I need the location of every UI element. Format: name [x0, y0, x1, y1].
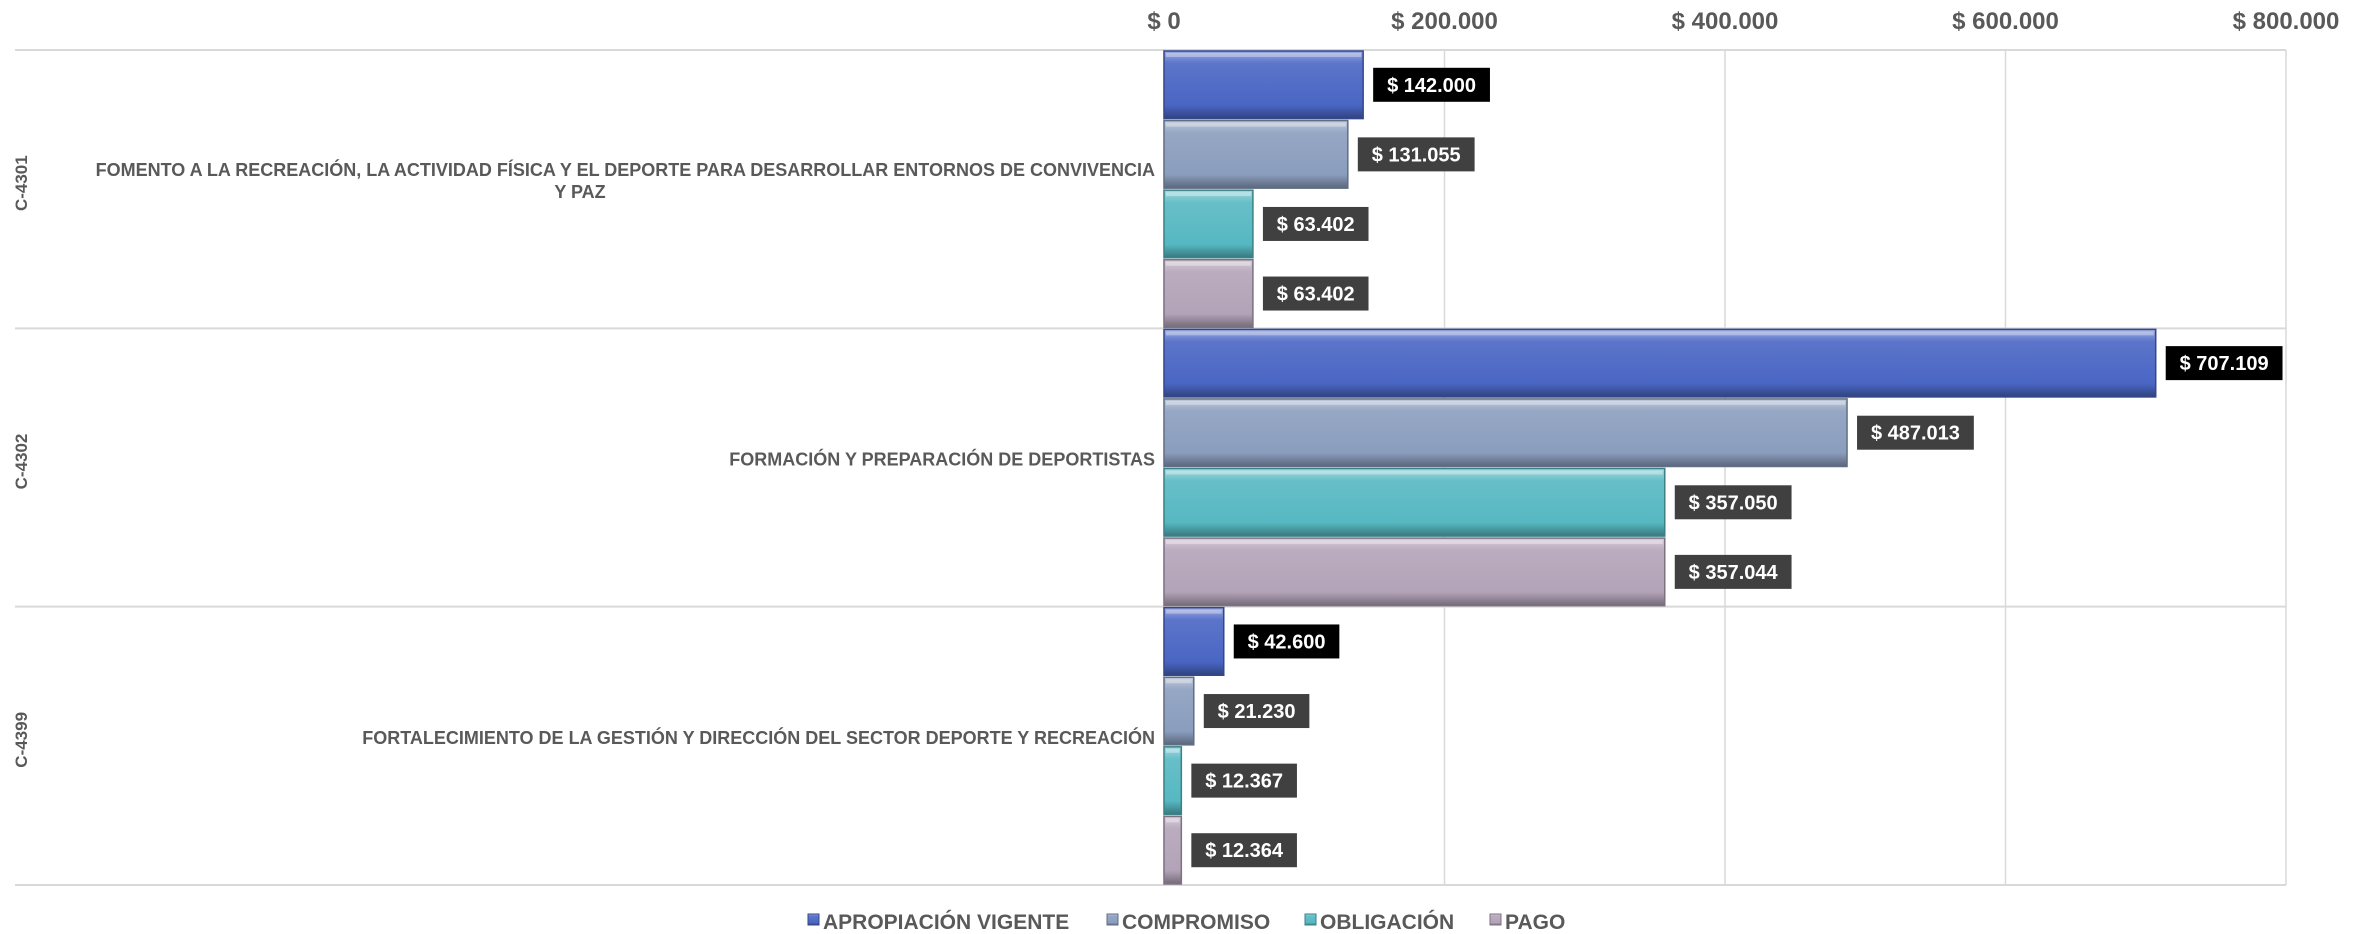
data-labels: $ 142.000 $ 131.055 $ 63.402 $ 63.402 $ 707.… — [1191, 67, 2283, 868]
x-tick-label: $ 800.000 — [2233, 8, 2340, 35]
data-label-background — [1857, 415, 1974, 450]
data-label-background — [1674, 554, 1792, 589]
data-label-background — [1233, 624, 1340, 659]
data-label-background — [1262, 206, 1369, 241]
bar — [1163, 328, 2157, 398]
legend: APROPIACIÓN VIGENTE COMPROMISO OBLIGACIÓN P… — [807, 910, 1565, 934]
bar-highlight — [1166, 261, 1251, 266]
legend-label: OBLIGACIÓN — [1320, 910, 1454, 934]
bar-highlight — [1166, 470, 1663, 475]
data-label: $ 357.044 — [1689, 562, 1779, 584]
legend-label: APROPIACIÓN VIGENTE — [823, 910, 1069, 934]
bar — [1163, 259, 1254, 329]
bar — [1163, 606, 1225, 677]
data-label: $ 12.364 — [1205, 840, 1284, 862]
category-label: FORMACIÓN Y PREPARACIÓN DE DEPORTISTAS — [729, 449, 1155, 470]
x-tick-label: $ 0 — [1147, 8, 1180, 35]
bar — [1163, 398, 1848, 468]
data-label: $ 21.230 — [1218, 701, 1296, 723]
bar — [1163, 746, 1183, 816]
category-code: C-4302 — [12, 434, 31, 490]
legend-swatch — [807, 913, 820, 926]
x-tick-label: $ 600.000 — [1952, 8, 2059, 35]
gridlines — [1443, 50, 2287, 885]
x-tick-label: $ 400.000 — [1672, 8, 1779, 35]
data-label: $ 487.013 — [1871, 423, 1960, 445]
category-code: C-4301 — [12, 155, 31, 211]
data-label: $ 63.402 — [1277, 284, 1355, 306]
bar — [1163, 676, 1195, 746]
bar — [1163, 537, 1666, 607]
category-labels: C-4301 FOMENTO A LA RECREACIÓN, LA ACTIVI… — [12, 155, 1155, 767]
data-label-background — [1373, 67, 1490, 102]
x-tick-label: $ 200.000 — [1391, 8, 1498, 35]
data-label: $ 357.050 — [1689, 492, 1778, 514]
data-label-background — [1357, 137, 1475, 172]
data-label-background — [1203, 694, 1310, 729]
bar-highlight — [1166, 192, 1251, 197]
data-label: $ 142.000 — [1387, 75, 1476, 97]
bar-highlight — [1166, 540, 1663, 545]
legend-swatch — [1304, 913, 1317, 926]
legend-swatch — [1106, 913, 1119, 926]
bar — [1163, 189, 1254, 259]
bar-highlight — [1166, 122, 1346, 127]
data-label: $ 707.109 — [2180, 353, 2269, 375]
data-label-background — [1191, 833, 1297, 868]
data-label: $ 63.402 — [1277, 214, 1355, 236]
legend-label: PAGO — [1505, 911, 1565, 934]
bar-highlight — [1166, 331, 2154, 336]
bar-highlight — [1166, 609, 1222, 614]
data-label-background — [1262, 276, 1369, 311]
category-label: Y PAZ — [554, 182, 605, 202]
bar-highlight — [1166, 53, 1362, 57]
bar-highlight — [1166, 400, 1846, 405]
bar — [1163, 467, 1666, 537]
bar — [1163, 815, 1183, 885]
x-axis-ticks: $ 0 $ 200.000 $ 400.000 $ 600.000 $ 800.000 — [1147, 8, 2339, 35]
data-label-background — [2165, 346, 2283, 381]
data-label: $ 131.055 — [1372, 144, 1461, 166]
data-label-background — [1674, 485, 1792, 520]
category-code: C-4399 — [12, 712, 31, 768]
category-label: FOMENTO A LA RECREACIÓN, LA ACTIVIDAD FÍ… — [96, 159, 1155, 180]
legend-label: COMPROMISO — [1122, 911, 1270, 934]
data-label: $ 12.367 — [1205, 771, 1283, 793]
data-label-background — [1191, 763, 1297, 798]
bar — [1163, 119, 1349, 189]
category-label: FORTALECIMIENTO DE LA GESTIÓN Y DIRECCIÓ… — [362, 727, 1155, 748]
bar — [1163, 50, 1364, 120]
bar-highlight — [1166, 818, 1180, 823]
legend-swatch — [1489, 913, 1502, 926]
bar-highlight — [1166, 679, 1192, 684]
bars — [1163, 50, 2157, 885]
data-label: $ 42.600 — [1248, 631, 1326, 653]
bar-highlight — [1166, 748, 1180, 753]
category-separators — [15, 49, 2286, 886]
